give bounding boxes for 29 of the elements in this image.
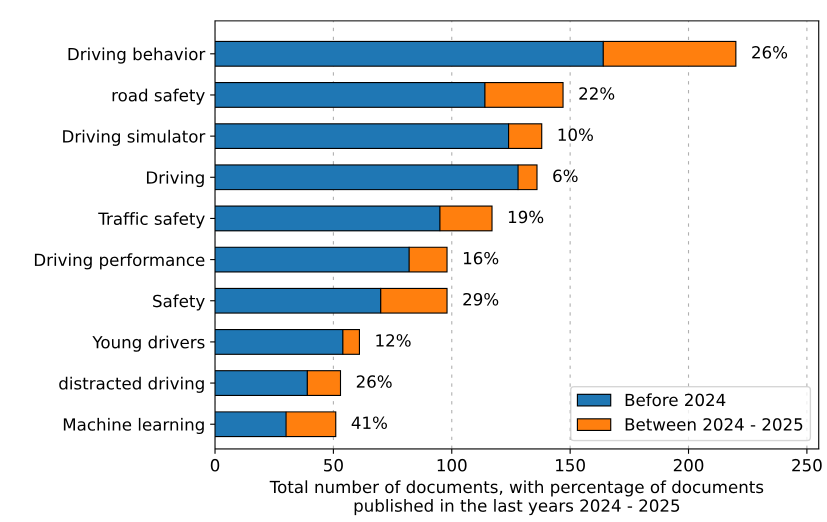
annotation: 22% [579, 87, 614, 100]
legend-label: Between 2024 - 2025 [626, 418, 802, 431]
annotation: 12% [376, 334, 411, 347]
y-tick-label: Driving simulator [63, 130, 206, 146]
y-tick-label: distracted driving [59, 376, 204, 393]
y-tick-label: Traffic safety [98, 212, 205, 228]
x-tick-label: 0 [210, 458, 220, 472]
annotation: 10% [558, 128, 593, 141]
y-tick-label: Safety [153, 294, 205, 311]
y-tick-label: road safety [112, 88, 205, 105]
annotation: 26% [356, 375, 392, 388]
legend-label: Before 2024 [626, 393, 726, 406]
x-tick-label: 250 [792, 458, 822, 472]
annotation: 26% [752, 46, 788, 59]
annotation: 6% [553, 170, 578, 182]
y-tick-label: Young drivers [92, 336, 204, 352]
annotation: 19% [508, 210, 544, 224]
x-tick-label: 150 [556, 458, 585, 472]
annotation: 29% [463, 292, 498, 306]
annotation: 41% [352, 416, 387, 430]
y-tick-label: Driving performance [34, 253, 204, 270]
x-tick-label: 200 [674, 458, 704, 472]
x-axis-title: Total number of documents, with percentage of documents published in the last years 2024 - 2025 [270, 480, 764, 516]
x-tick-label: 100 [438, 458, 467, 472]
y-tick-label: Driving [146, 170, 204, 188]
x-tick-label: 50 [324, 458, 343, 472]
y-tick-label: Driving behavior [68, 47, 206, 64]
annotation: 16% [464, 252, 498, 264]
y-tick-label: Machine learning [64, 418, 204, 434]
